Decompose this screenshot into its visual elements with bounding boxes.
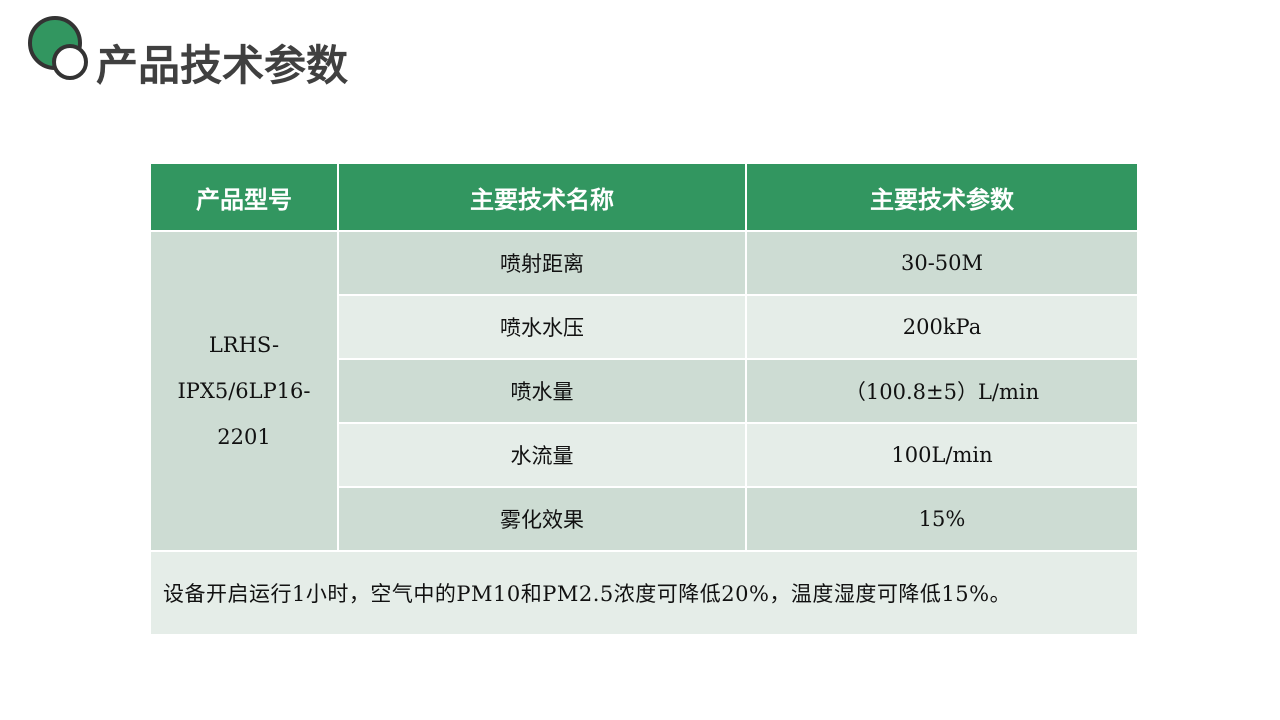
table-row: 喷水水压 200kPa (150, 294, 1139, 360)
table-row: 喷水量 （100.8±5）L/min (150, 358, 1139, 424)
table-row: 雾化效果 15% (150, 486, 1139, 552)
tech-value-cell: 100L/min (745, 422, 1139, 488)
page-title: 产品技术参数 (96, 41, 349, 90)
header-tech-name: 主要技术名称 (337, 162, 747, 232)
tech-value-cell: 200kPa (745, 294, 1139, 360)
tech-name-cell: 喷射距离 (337, 230, 747, 296)
header-model: 产品型号 (149, 162, 339, 232)
tech-value-cell: 15% (745, 486, 1139, 552)
tech-name-cell: 雾化效果 (337, 486, 747, 552)
logo-circles-icon (28, 16, 88, 80)
tech-name-cell: 水流量 (337, 422, 747, 488)
table-note: 设备开启运行1小时，空气中的PM10和PM2.5浓度可降低20%，温度湿度可降低… (149, 550, 1139, 636)
table-row: LRHS- IPX5/6LP16- 2201 喷射距离 30-50M (149, 230, 1139, 552)
header-tech-params: 主要技术参数 (745, 162, 1139, 232)
model-line: 2201 (217, 425, 271, 449)
tech-name-cell: 喷水量 (337, 358, 747, 424)
table-header-row: 产品型号 主要技术名称 主要技术参数 (149, 162, 1139, 232)
table-row: 水流量 100L/min (150, 422, 1139, 488)
spec-table: 产品型号 主要技术名称 主要技术参数 LRHS- IPX5/6LP16- 220… (149, 162, 1139, 636)
model-line: LRHS- (208, 333, 280, 357)
model-cell: LRHS- IPX5/6LP16- 2201 (149, 230, 339, 552)
tech-value-cell: 30-50M (745, 230, 1139, 296)
tech-name-cell: 喷水水压 (337, 294, 747, 360)
table-note-row: 设备开启运行1小时，空气中的PM10和PM2.5浓度可降低20%，温度湿度可降低… (149, 550, 1139, 636)
tech-value-cell: （100.8±5）L/min (745, 358, 1139, 424)
model-line: IPX5/6LP16- (177, 379, 311, 403)
